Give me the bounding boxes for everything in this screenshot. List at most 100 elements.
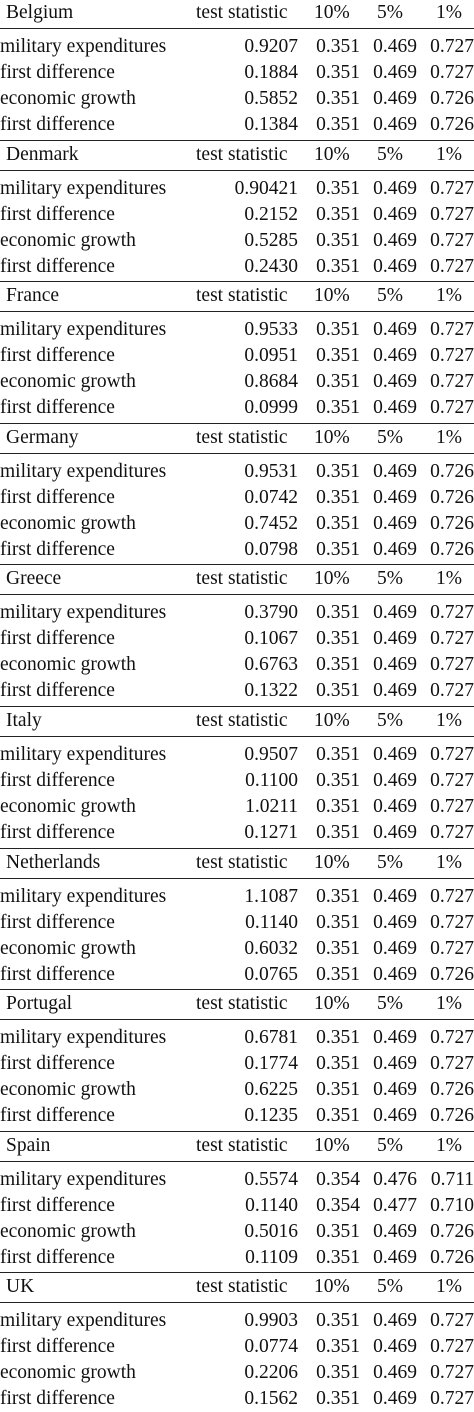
test-statistic-value: 0.1884	[244, 62, 298, 83]
test-statistic-value: 0.6781	[244, 1027, 298, 1049]
test-statistic-value: 0.1774	[244, 1053, 298, 1075]
header-test-statistic: test statistic	[196, 2, 288, 23]
test-statistic-value: 0.0742	[244, 486, 298, 508]
critical-value-1: 0.727	[430, 770, 474, 791]
header-critical-5: 5%	[377, 285, 403, 307]
critical-value-10: 0.351	[316, 1246, 360, 1268]
test-statistic-value: 0.1562	[244, 1388, 298, 1410]
header-critical-5: 5%	[377, 851, 403, 873]
header-critical-5: 5%	[377, 993, 403, 1015]
critical-value-10: 0.351	[316, 628, 360, 650]
table-row: first difference 0.2430 0.351 0.469 0.727	[0, 254, 474, 280]
critical-value-5: 0.477	[373, 1194, 417, 1216]
country-name: Greece	[6, 568, 62, 590]
header-critical-10: 10%	[314, 143, 350, 165]
critical-value-5: 0.469	[373, 822, 417, 843]
critical-value-5: 0.469	[373, 1105, 417, 1127]
critical-value-10: 0.351	[316, 88, 360, 109]
row-label: first difference	[0, 345, 115, 367]
country-block: France test statistic 10% 5% 1% military expe…	[0, 279, 474, 421]
row-label: first difference	[0, 1105, 115, 1127]
test-statistic-value: 0.1384	[244, 114, 298, 135]
critical-value-10: 0.351	[316, 486, 360, 508]
country-name: UK	[6, 1276, 35, 1298]
critical-value-1: 0.727	[430, 371, 474, 393]
critical-value-5: 0.469	[373, 680, 417, 702]
critical-value-1: 0.726	[430, 486, 474, 508]
critical-value-5: 0.469	[373, 1310, 417, 1332]
test-statistic-value: 0.9207	[244, 36, 298, 57]
table-row: military expenditures 0.6781 0.351 0.469 0.7…	[0, 1025, 474, 1051]
critical-value-5: 0.469	[373, 177, 417, 199]
critical-value-10: 0.351	[316, 319, 360, 341]
test-statistic-value: 0.1140	[245, 1194, 298, 1216]
test-statistic-value: 1.1087	[244, 885, 298, 907]
table-row: economic growth 0.2206 0.351 0.469 0.727	[0, 1360, 474, 1386]
critical-value-1: 0.727	[430, 62, 474, 83]
test-statistic-value: 0.5016	[244, 1220, 298, 1242]
header-critical-1: 1%	[436, 426, 462, 448]
table-row: military expenditures 0.9533 0.351 0.469 0.7…	[0, 317, 474, 343]
table-row: first difference 0.1235 0.351 0.469 0.726	[0, 1103, 474, 1129]
test-statistic-value: 0.2152	[244, 203, 298, 225]
critical-value-1: 0.727	[430, 628, 474, 650]
critical-value-5: 0.469	[373, 345, 417, 367]
row-label: economic growth	[0, 512, 136, 534]
block-top-rule	[0, 989, 474, 991]
header-rule	[0, 452, 474, 454]
header-critical-1: 1%	[436, 568, 462, 590]
country-name: Belgium	[6, 2, 74, 23]
critical-value-5: 0.469	[373, 1220, 417, 1242]
table-row: first difference 0.1100 0.351 0.469 0.727	[0, 768, 474, 794]
row-label: first difference	[0, 486, 115, 508]
header-critical-10: 10%	[314, 285, 350, 307]
critical-value-5: 0.469	[373, 319, 417, 341]
critical-value-5: 0.469	[373, 114, 417, 135]
critical-value-10: 0.351	[316, 397, 360, 419]
header-test-statistic: test statistic	[196, 710, 288, 731]
header-row: Spain test statistic 10% 5% 1%	[0, 1133, 474, 1159]
table-row: first difference 0.1067 0.351 0.469 0.727	[0, 626, 474, 652]
critical-value-10: 0.351	[316, 62, 360, 83]
critical-value-5: 0.469	[373, 62, 417, 83]
country-block: Greece test statistic 10% 5% 1% military expe…	[0, 562, 474, 704]
critical-value-1: 0.727	[430, 937, 474, 959]
critical-value-10: 0.351	[316, 654, 360, 676]
test-statistic-value: 0.1271	[244, 822, 298, 843]
table-row: first difference 0.1140 0.351 0.469 0.727	[0, 910, 474, 936]
block-top-rule	[0, 564, 474, 566]
country-block: Portugal test statistic 10% 5% 1% military ex…	[0, 987, 474, 1129]
header-row: Denmark test statistic 10% 5% 1%	[0, 142, 474, 168]
table-row: economic growth 0.5285 0.351 0.469 0.727	[0, 228, 474, 254]
critical-value-5: 0.469	[373, 229, 417, 251]
block-top-rule	[0, 706, 474, 707]
header-test-statistic: test statistic	[196, 1276, 288, 1298]
row-label: first difference	[0, 114, 115, 135]
table-row: military expenditures 0.9531 0.351 0.469 0.7…	[0, 459, 474, 485]
block-top-rule	[0, 422, 474, 424]
test-statistic-value: 0.2430	[244, 255, 298, 277]
test-statistic-value: 0.0999	[244, 397, 298, 419]
table-row: economic growth 0.6225 0.351 0.469 0.726	[0, 1077, 474, 1103]
critical-value-5: 0.469	[373, 602, 417, 624]
row-label: first difference	[0, 255, 115, 277]
header-critical-10: 10%	[314, 993, 350, 1015]
critical-value-1: 0.727	[430, 680, 474, 702]
table-row: first difference 0.0774 0.351 0.469 0.727	[0, 1334, 474, 1360]
critical-value-1: 0.727	[430, 203, 474, 225]
country-block: Spain test statistic 10% 5% 1% military expen…	[0, 1129, 474, 1271]
row-label: first difference	[0, 911, 115, 933]
row-label: military expenditures	[0, 177, 167, 199]
block-top-rule	[0, 1130, 474, 1132]
table-row: first difference 0.1271 0.351 0.469 0.727	[0, 820, 474, 846]
test-statistic-value: 0.6032	[244, 937, 298, 959]
critical-value-5: 0.469	[373, 963, 417, 985]
test-statistic-value: 1.0211	[245, 796, 298, 817]
row-label: first difference	[0, 628, 115, 650]
critical-value-1: 0.727	[430, 397, 474, 419]
header-critical-1: 1%	[436, 143, 462, 165]
critical-value-10: 0.351	[316, 822, 360, 843]
header-test-statistic: test statistic	[196, 851, 288, 873]
country-block: Belgium test statistic 10% 5% 1% military exp…	[0, 0, 474, 138]
row-label: military expenditures	[0, 319, 167, 341]
